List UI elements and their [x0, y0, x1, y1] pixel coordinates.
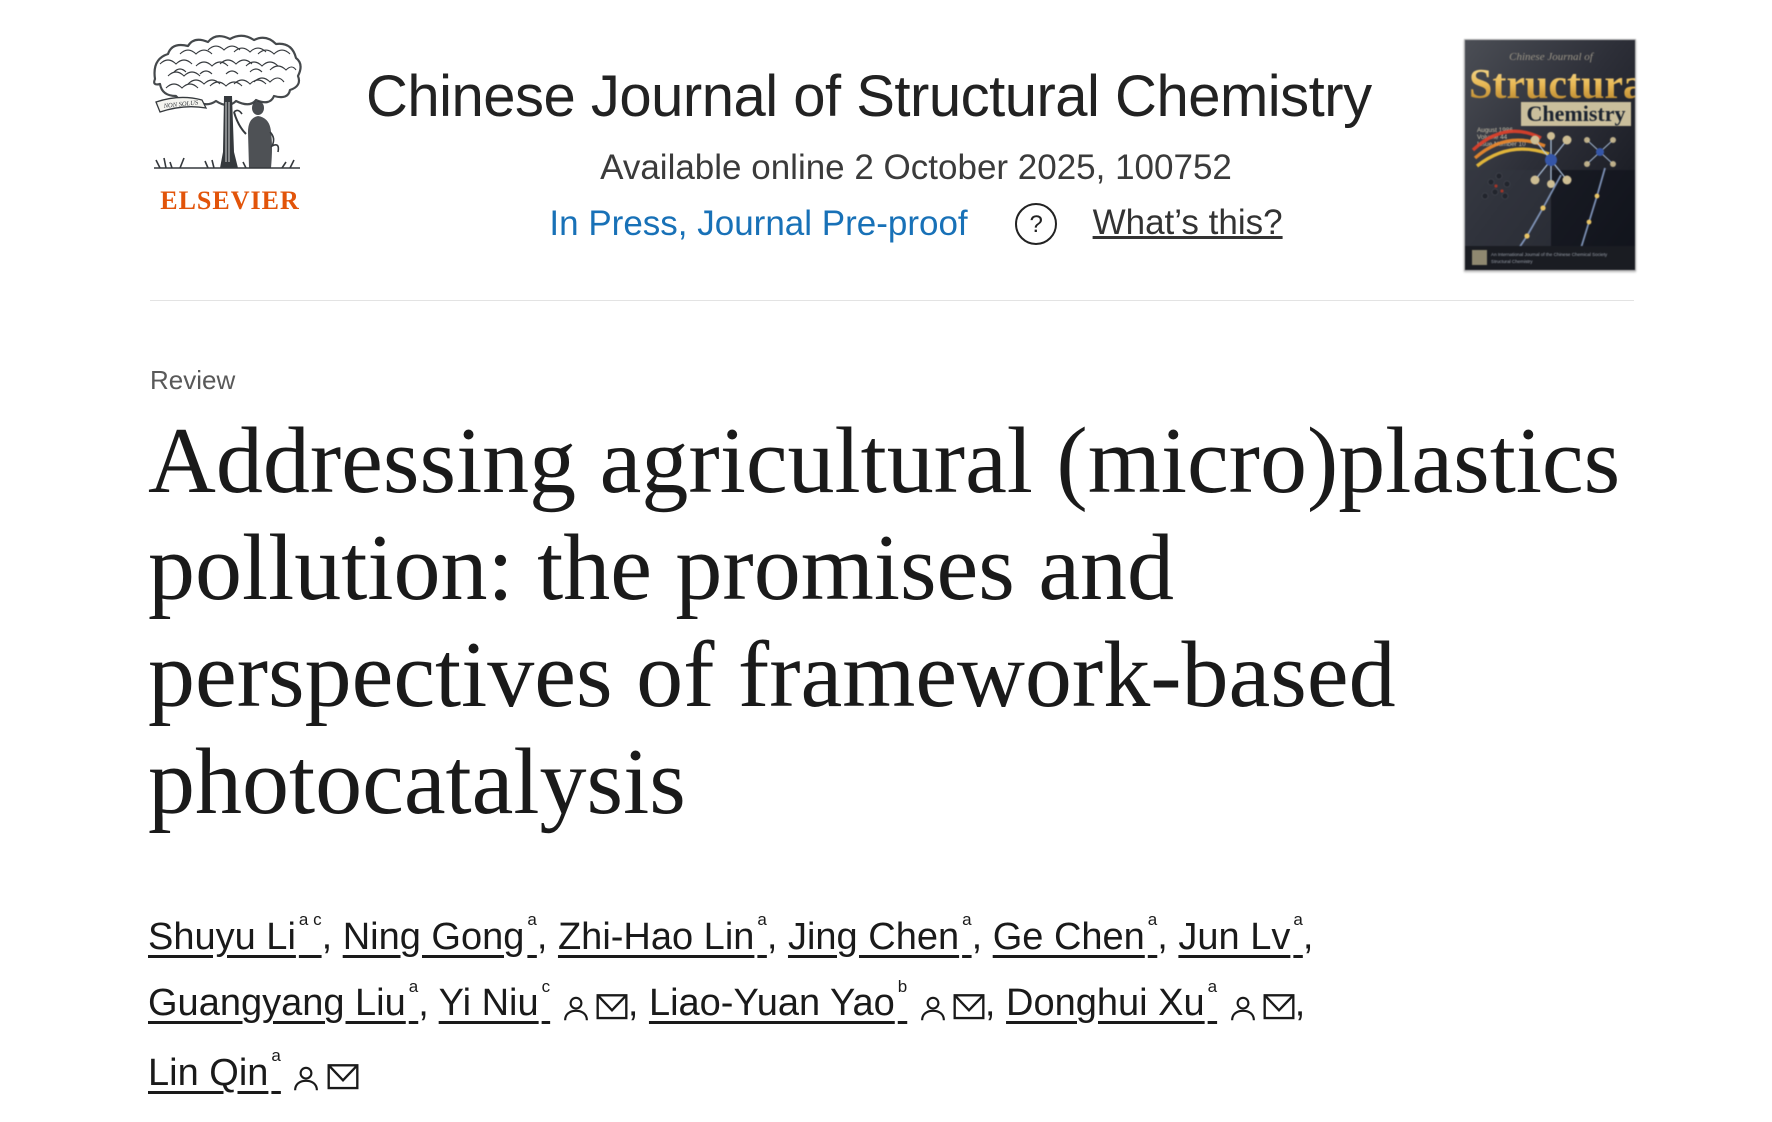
svg-text:Structural Chemistry: Structural Chemistry — [1491, 259, 1533, 264]
svg-text:Chemistry: Chemistry — [1527, 101, 1626, 126]
svg-text:An International Journal of th: An International Journal of the Chinese … — [1491, 252, 1608, 257]
